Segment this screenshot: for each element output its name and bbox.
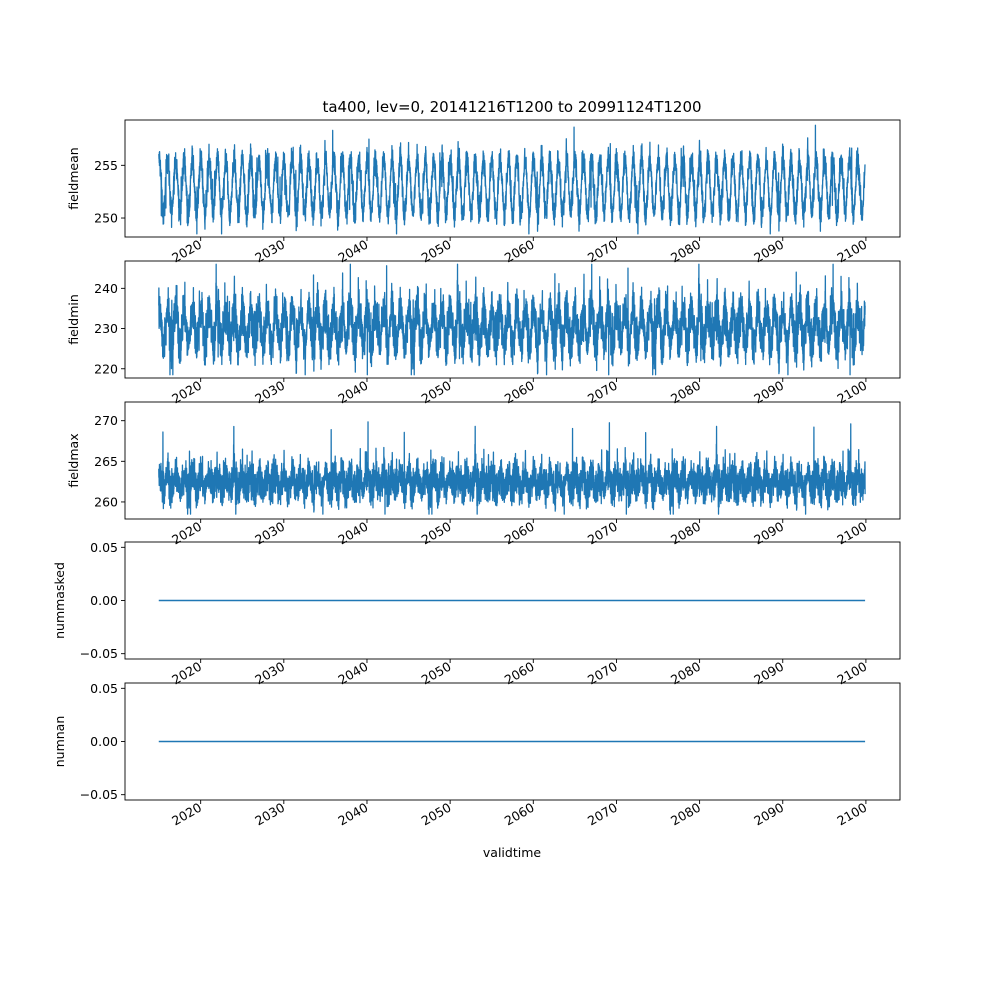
y-axis-label: fieldmean xyxy=(66,147,81,209)
y-axis-label: fieldmin xyxy=(66,294,81,345)
y-tick-label: 265 xyxy=(94,454,118,469)
y-tick-label: −0.05 xyxy=(80,787,118,802)
y-tick-label: 255 xyxy=(94,158,118,173)
y-tick-label: 270 xyxy=(94,413,118,428)
y-tick-label: 0.05 xyxy=(90,681,118,696)
y-tick-label: 220 xyxy=(94,361,118,376)
y-tick-label: 0.00 xyxy=(90,593,118,608)
y-axis-label: fieldmax xyxy=(66,433,81,487)
y-tick-label: 250 xyxy=(94,211,118,226)
x-axis-label: validtime xyxy=(483,845,541,860)
axes-frame xyxy=(124,260,901,379)
y-tick-label: 260 xyxy=(94,494,118,509)
axes-frame xyxy=(124,119,901,238)
y-tick-label: 0.05 xyxy=(90,540,118,555)
axes-frame xyxy=(124,401,901,520)
y-tick-label: −0.05 xyxy=(80,646,118,661)
series-line-fieldmax xyxy=(158,421,866,515)
series-line-fieldmin xyxy=(158,263,866,376)
y-tick-label: 230 xyxy=(94,321,118,336)
y-axis-label: nummasked xyxy=(52,562,67,639)
y-tick-label: 0.00 xyxy=(90,734,118,749)
y-tick-label: 240 xyxy=(94,281,118,296)
figure-title: ta400, lev=0, 20141216T1200 to 20991124T… xyxy=(322,98,701,116)
series-line-fieldmean xyxy=(158,124,866,235)
y-axis-label: numnan xyxy=(52,716,67,768)
